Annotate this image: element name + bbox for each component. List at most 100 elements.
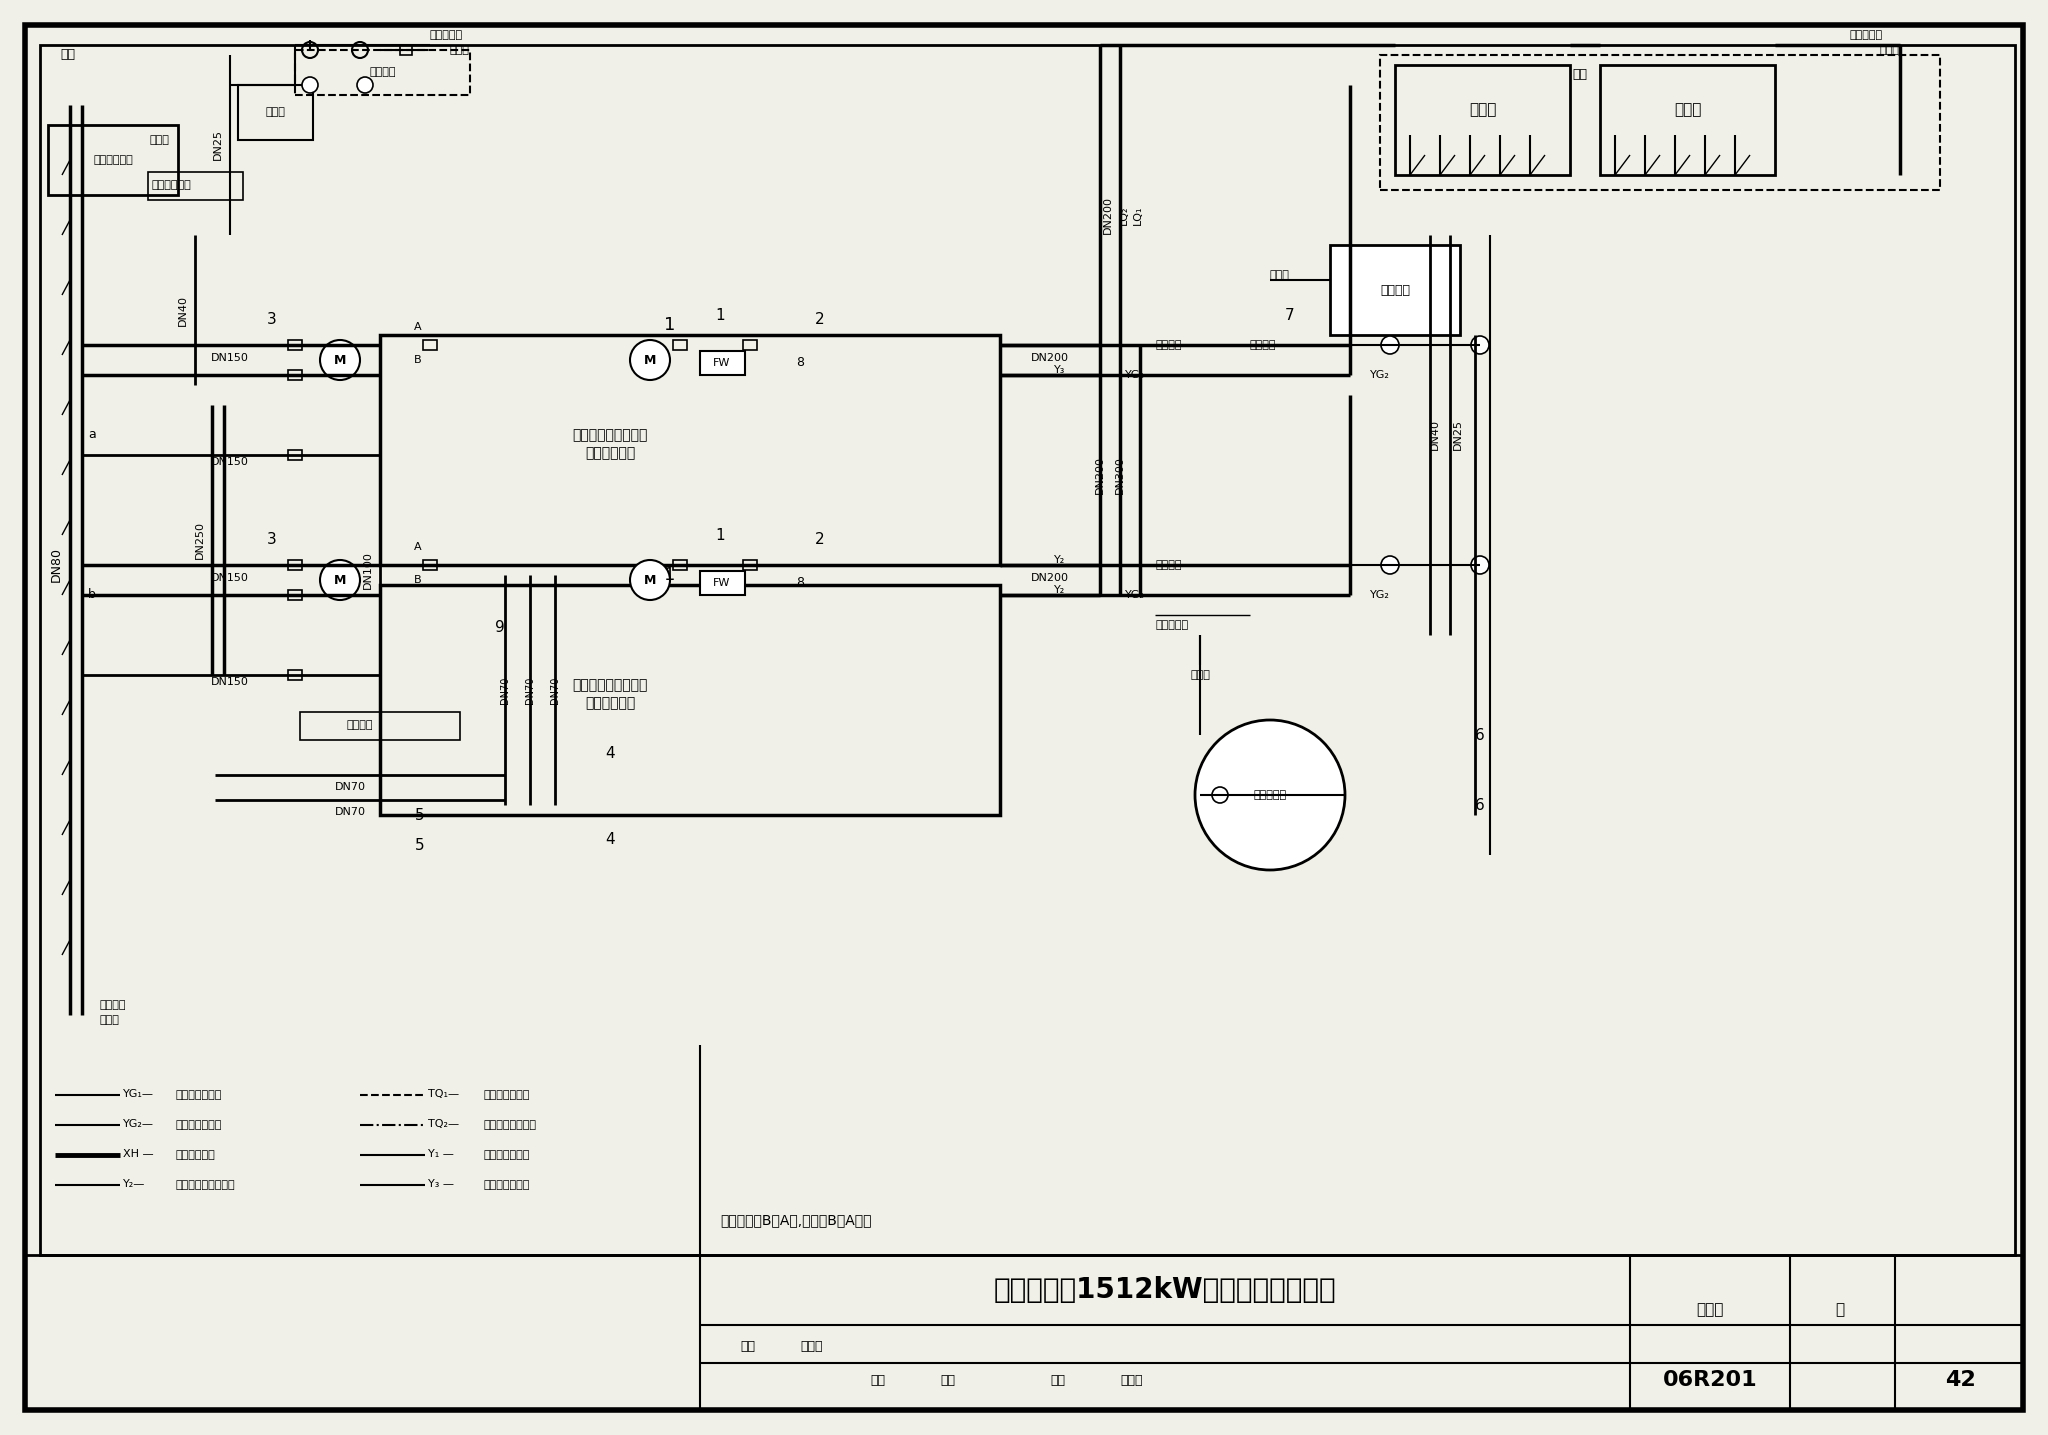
Text: 42: 42 — [1946, 1370, 1976, 1391]
Text: A: A — [414, 321, 422, 331]
Circle shape — [319, 340, 360, 380]
Text: 1: 1 — [715, 528, 725, 542]
Text: 膨胀及补水泵: 膨胀及补水泵 — [152, 179, 193, 189]
Text: DN40: DN40 — [178, 294, 188, 326]
Text: 冷（温）水机: 冷（温）水机 — [586, 446, 635, 461]
Circle shape — [631, 560, 670, 600]
Text: 日用油箱进油管: 日用油箱进油管 — [174, 1091, 221, 1101]
Text: YG₂: YG₂ — [1370, 590, 1391, 600]
Bar — [289, 340, 301, 350]
Bar — [674, 560, 686, 570]
Text: 粗过滤器: 粗过滤器 — [1155, 560, 1182, 570]
Text: 倒流防止器: 倒流防止器 — [430, 30, 463, 40]
Text: 进油管: 进油管 — [1190, 670, 1210, 680]
Text: 日用油箱出油管: 日用油箱出油管 — [174, 1119, 221, 1129]
Text: 4: 4 — [606, 746, 614, 761]
Text: 赵侯: 赵侯 — [940, 1373, 954, 1386]
Text: a: a — [88, 429, 96, 442]
Text: 1: 1 — [664, 316, 676, 334]
Text: 1: 1 — [715, 307, 725, 323]
Text: 注：供冷时B开A关,供热时B关A开。: 注：供冷时B开A关,供热时B关A开。 — [721, 1213, 872, 1227]
Text: Y₁ —: Y₁ — — [428, 1149, 455, 1159]
Text: DN25: DN25 — [1452, 419, 1462, 451]
Circle shape — [1380, 336, 1399, 354]
Text: 9: 9 — [496, 620, 506, 634]
Text: B: B — [414, 575, 422, 585]
Text: 审核: 审核 — [739, 1339, 756, 1353]
Text: 阻火呼吸阀: 阻火呼吸阀 — [1155, 620, 1188, 630]
Text: 中过滤器: 中过滤器 — [1249, 340, 1276, 350]
Text: DN200: DN200 — [1104, 197, 1112, 234]
Text: 4: 4 — [606, 832, 614, 848]
Text: 冷却塔: 冷却塔 — [1675, 102, 1702, 118]
Circle shape — [1380, 555, 1399, 574]
Text: 直燃型溴化锂吸收式: 直燃型溴化锂吸收式 — [571, 428, 647, 442]
Circle shape — [1212, 786, 1229, 804]
Text: 室外储油罐: 室外储油罐 — [1253, 791, 1286, 799]
Text: 扑水: 扑水 — [61, 49, 76, 62]
Text: YG₂—: YG₂— — [123, 1119, 154, 1129]
Text: YG₁—: YG₁— — [123, 1089, 154, 1099]
Text: 06R201: 06R201 — [1663, 1370, 1757, 1391]
Text: B: B — [414, 354, 422, 364]
Text: 自来水: 自来水 — [1880, 44, 1901, 55]
Bar — [743, 340, 758, 350]
Text: 至机房内: 至机房内 — [100, 1000, 127, 1010]
Bar — [743, 560, 758, 570]
Text: M: M — [643, 353, 655, 366]
Bar — [700, 571, 745, 596]
Bar — [41, 44, 2015, 1256]
Bar — [147, 172, 244, 199]
Text: 3: 3 — [266, 313, 276, 327]
Bar — [238, 85, 313, 141]
Text: 软水器: 软水器 — [264, 108, 285, 118]
Bar — [700, 352, 745, 375]
Text: 5: 5 — [416, 838, 424, 852]
Bar — [289, 590, 301, 600]
Circle shape — [319, 560, 360, 600]
Text: 页: 页 — [1835, 1303, 1845, 1317]
Text: DN150: DN150 — [211, 677, 250, 687]
Bar — [381, 585, 999, 815]
Text: DN200: DN200 — [1030, 573, 1069, 583]
Text: b: b — [88, 588, 96, 601]
Text: YG₂: YG₂ — [1370, 370, 1391, 380]
Circle shape — [301, 77, 317, 93]
Text: DN25: DN25 — [213, 129, 223, 161]
Text: 3: 3 — [266, 532, 276, 548]
Text: FW: FW — [713, 357, 731, 367]
Text: TQ₂—: TQ₂— — [428, 1119, 459, 1129]
Text: DN70: DN70 — [524, 676, 535, 703]
Text: 卫生热水水箱溢水管: 卫生热水水箱溢水管 — [174, 1180, 236, 1190]
Text: DN200: DN200 — [1030, 353, 1069, 363]
Text: 膨胀水箱溢水管: 膨胀水箱溢水管 — [483, 1149, 528, 1159]
Text: 冷却塔: 冷却塔 — [1468, 102, 1497, 118]
Text: 7: 7 — [1286, 307, 1294, 323]
Bar — [25, 1256, 2023, 1411]
Text: DN70: DN70 — [334, 806, 365, 817]
Text: DN80: DN80 — [49, 548, 63, 583]
Bar — [424, 340, 436, 350]
Text: DN200: DN200 — [1096, 456, 1106, 494]
Text: XH —: XH — — [123, 1149, 154, 1159]
Circle shape — [356, 77, 373, 93]
Text: 设计: 设计 — [1051, 1373, 1065, 1386]
Text: LQ₁: LQ₁ — [1133, 205, 1143, 225]
Bar — [295, 50, 469, 95]
Text: 膨胀水箱: 膨胀水箱 — [371, 67, 395, 77]
Text: 2: 2 — [815, 532, 825, 548]
Text: 空调水循环管: 空调水循环管 — [174, 1149, 215, 1159]
Text: 倒流防止器: 倒流防止器 — [1849, 30, 1882, 40]
Text: DN250: DN250 — [195, 521, 205, 560]
Text: DN150: DN150 — [211, 353, 250, 363]
Text: 6: 6 — [1475, 798, 1485, 812]
Text: A: A — [414, 542, 422, 552]
Text: Y₃ —: Y₃ — — [428, 1180, 455, 1190]
Text: 日用油箱通气管: 日用油箱通气管 — [483, 1091, 528, 1101]
Bar — [299, 712, 461, 740]
Text: 6: 6 — [1475, 728, 1485, 742]
Bar — [1395, 65, 1571, 175]
Text: Y₂: Y₂ — [1055, 555, 1065, 565]
Bar — [381, 334, 999, 565]
Text: 扑水: 扑水 — [1573, 69, 1587, 82]
